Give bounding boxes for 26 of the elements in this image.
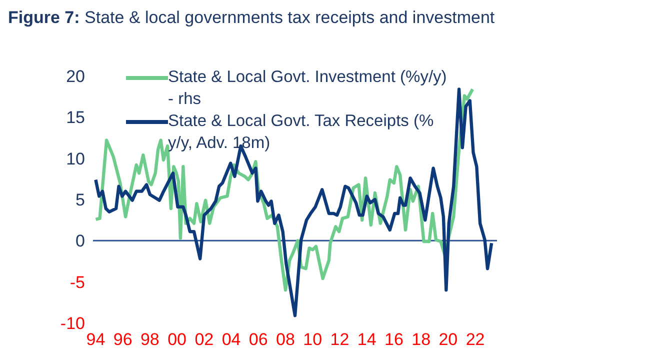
y-tick-label: 15 — [66, 108, 85, 128]
x-tick-label: 22 — [466, 330, 485, 349]
x-tick-label: 10 — [303, 330, 322, 349]
y-tick-label: 20 — [66, 67, 85, 86]
x-tick-label: 94 — [86, 330, 106, 349]
y-tick-label: 5 — [76, 190, 85, 210]
x-tick-label: 08 — [276, 330, 295, 349]
x-tick-label: 20 — [438, 330, 458, 349]
x-tick-label: 96 — [113, 330, 132, 349]
chart-title: Figure 7: State & local governments tax receipts and investment — [8, 8, 496, 29]
x-tick-label: 14 — [357, 330, 376, 349]
x-tick-label: 16 — [384, 330, 404, 349]
x-tick-label: 04 — [222, 330, 241, 349]
y-tick-label: -5 — [70, 272, 85, 292]
y-tick-label: -10 — [60, 314, 85, 333]
y-tick-label: 0 — [76, 232, 85, 251]
x-tick-label: 06 — [248, 330, 268, 349]
legend-label: State & Local Govt. Tax Receipts (% y/y, Adv. 18m) — [168, 111, 435, 154]
x-tick-label: 98 — [140, 330, 160, 349]
y-tick-label: 10 — [66, 149, 85, 168]
x-tick-label: 02 — [194, 330, 214, 349]
x-tick-label: 18 — [412, 330, 431, 349]
x-tick-label: 12 — [330, 330, 350, 349]
legend-label: State & Local Govt. Investment (%y/y) - rhs — [168, 67, 448, 110]
x-tick-label: 00 — [168, 330, 187, 349]
line-series — [94, 88, 494, 318]
